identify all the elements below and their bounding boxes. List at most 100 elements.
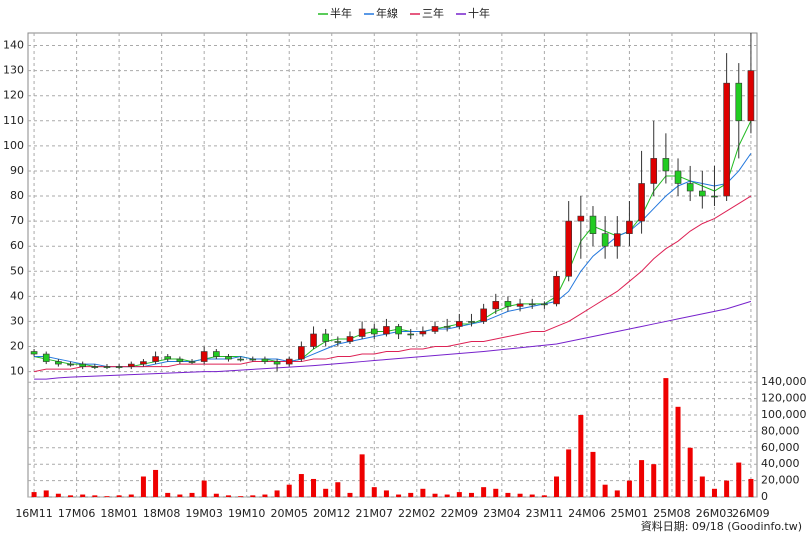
candle-body <box>735 82 743 122</box>
volume-bar <box>699 476 705 497</box>
candle-body <box>541 303 548 306</box>
y-tick-label: 100 <box>3 139 24 152</box>
candle-body <box>492 301 500 310</box>
x-tick-label: 25M08 <box>653 507 691 520</box>
volume-bar <box>201 480 207 497</box>
candle-body <box>577 215 585 222</box>
candle-body <box>480 308 487 322</box>
volume-bar <box>177 494 183 497</box>
volume-bar <box>687 447 693 497</box>
y-tick-label: 60 <box>10 239 24 252</box>
candle-body <box>152 356 159 362</box>
volume-bar <box>456 492 462 497</box>
x-tick-label: 21M07 <box>356 507 394 520</box>
volume-tick-label: 20,000 <box>761 474 800 487</box>
x-tick-label: 19M10 <box>228 507 266 520</box>
volume-bar <box>432 493 438 497</box>
source-note: 資料日期: 09/18 (Goodinfo.tw) <box>641 519 802 533</box>
candle-body <box>613 233 621 247</box>
x-tick-label: 24M06 <box>568 507 606 520</box>
volume-bar <box>505 492 511 497</box>
candle-body <box>42 353 50 362</box>
x-tick-label: 20M05 <box>270 507 308 520</box>
volume-bar <box>359 454 365 497</box>
x-tick-label: 22M09 <box>441 507 479 520</box>
candle-body <box>225 356 232 360</box>
volume-bar <box>396 494 402 497</box>
candle-body <box>686 183 694 192</box>
candle-body <box>383 326 390 335</box>
volume-tick-label: 120,000 <box>761 392 807 405</box>
x-tick-label: 22M02 <box>398 507 436 520</box>
candle-body <box>346 336 354 342</box>
volume-bar <box>140 476 146 497</box>
volume-bar <box>80 494 86 497</box>
volume-bar <box>371 487 377 497</box>
volume-bar <box>286 484 292 497</box>
y-tick-label: 70 <box>10 214 24 227</box>
x-tick-label: 26M09 <box>732 507 770 520</box>
y-tick-label: 110 <box>3 114 24 127</box>
volume-bar <box>566 449 572 497</box>
volume-bar <box>408 492 414 497</box>
candle-body <box>285 358 293 365</box>
volume-bar <box>104 496 110 497</box>
candle-body <box>200 351 208 362</box>
candle-body <box>443 326 451 328</box>
volume-bar <box>420 488 426 497</box>
candle-body <box>468 321 475 323</box>
candle-body <box>516 303 524 307</box>
x-tick-label: 17M06 <box>58 507 96 520</box>
ma-line <box>33 195 752 373</box>
volume-bar <box>444 494 450 497</box>
candle-body <box>431 326 439 332</box>
candle-body <box>91 366 99 368</box>
candle-body <box>370 328 378 335</box>
volume-bar <box>736 462 742 497</box>
candle-body <box>322 333 329 342</box>
x-tick-label: 23M04 <box>483 507 521 520</box>
y-tick-label: 30 <box>10 314 24 327</box>
candle-body <box>565 220 572 277</box>
volume-bar <box>128 494 134 497</box>
candle-body <box>249 358 257 361</box>
volume-bar <box>675 406 681 497</box>
candle-body <box>79 363 86 367</box>
candle-body <box>140 361 147 365</box>
candle-body <box>662 158 670 172</box>
candle-body <box>589 215 597 234</box>
candle-body <box>176 358 184 362</box>
volume-bar <box>43 490 49 497</box>
candle-body <box>419 331 427 335</box>
volume-bar <box>639 460 645 497</box>
volume-bar <box>250 495 256 497</box>
candle-body <box>261 358 269 362</box>
volume-bar <box>651 464 657 497</box>
volume-bar <box>213 493 219 497</box>
volume-bar <box>55 493 61 497</box>
x-tick-label: 25M01 <box>611 507 649 520</box>
volume-bar <box>383 490 389 497</box>
candle-body <box>67 363 74 366</box>
volume-bar <box>711 488 717 497</box>
volume-bar <box>468 492 474 497</box>
volume-bar <box>529 494 535 497</box>
volume-bar <box>68 495 74 497</box>
volume-bar <box>298 474 304 497</box>
candle-body <box>747 70 755 122</box>
x-tick-label: 16M11 <box>15 507 53 520</box>
candle-body <box>553 275 560 305</box>
volume-bar <box>165 492 171 497</box>
candle-body <box>127 363 135 367</box>
candle-body <box>626 220 633 234</box>
volume-bar <box>238 496 244 497</box>
y-tick-label: 140 <box>3 39 24 52</box>
volume-bar <box>31 492 37 497</box>
x-tick-label: 19M03 <box>185 507 223 520</box>
volume-tick-label: 100,000 <box>761 408 807 421</box>
candle-body <box>164 356 172 360</box>
candle-body <box>298 346 305 360</box>
volume-bar <box>602 484 608 497</box>
volume-bar <box>493 488 499 497</box>
